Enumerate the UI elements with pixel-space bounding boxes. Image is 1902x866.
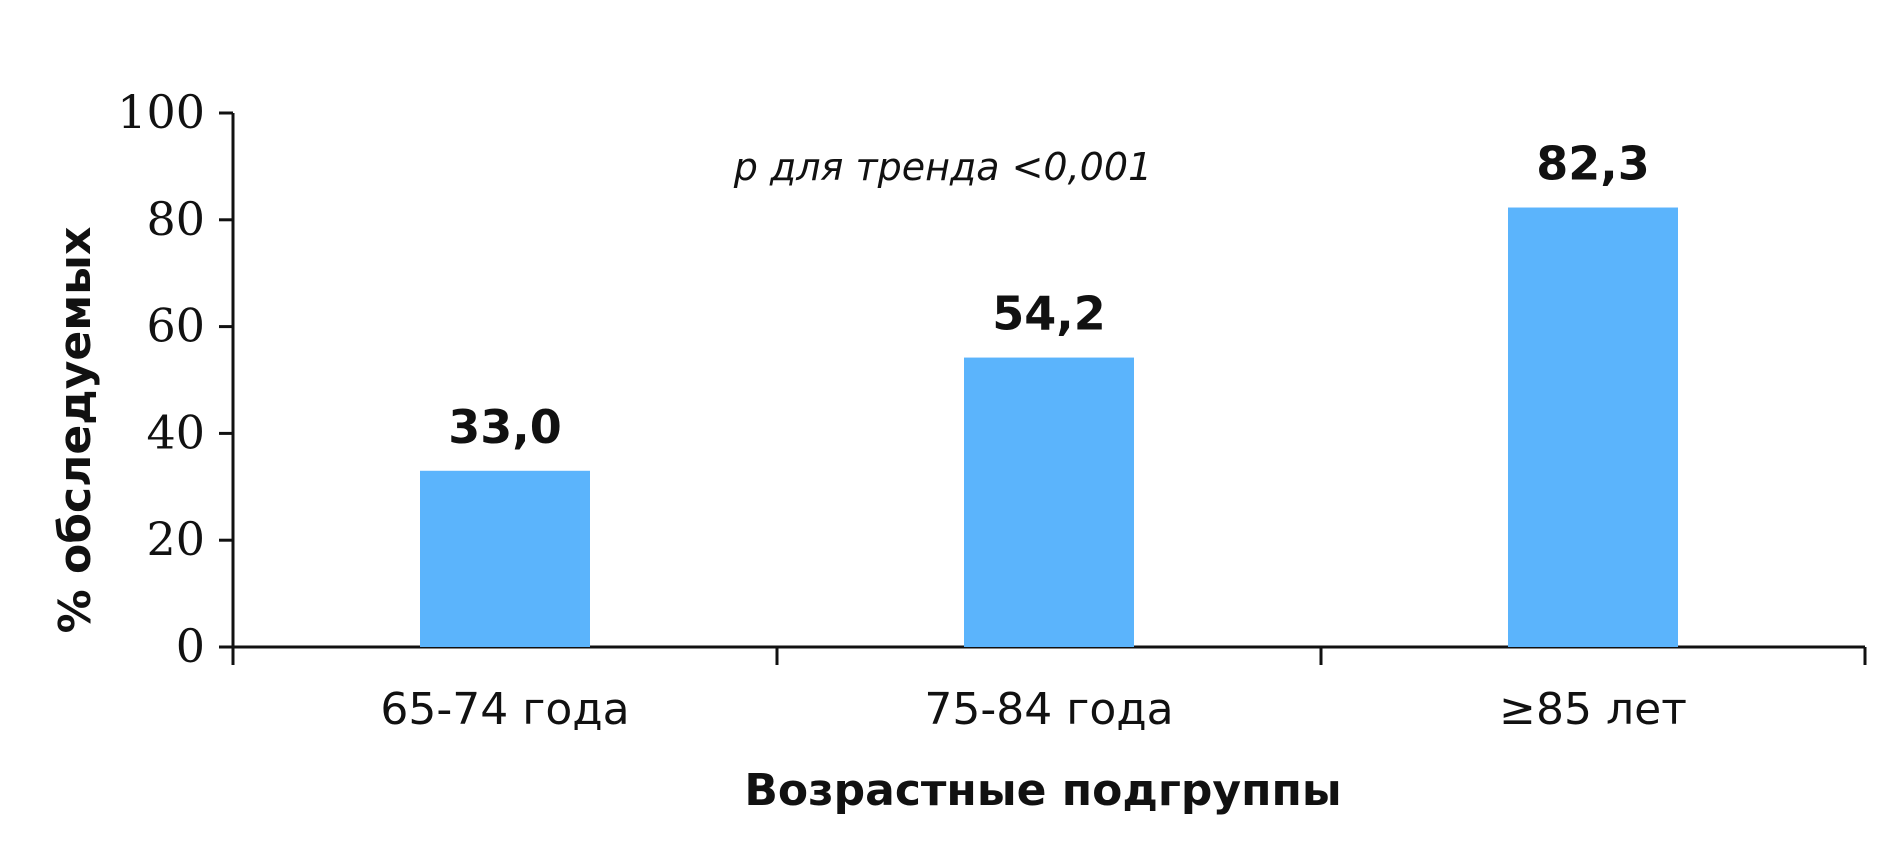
y-axis-title: % обследуемых — [50, 227, 101, 634]
data-label: 54,2 — [992, 287, 1106, 341]
y-tick-label: 100 — [117, 85, 205, 139]
x-tick-label: 65-74 года — [380, 684, 629, 735]
bar — [1508, 207, 1678, 647]
x-tick-label: 75-84 года — [924, 684, 1173, 735]
labels: 33,0 65-74 года 54,2 75-84 года 82,3 ≥85 лет — [380, 137, 1686, 735]
x-axis-title: Возрастные подгруппы — [744, 765, 1341, 816]
data-label: 82,3 — [1536, 137, 1650, 191]
trend-annotation: p для тренда <0,001 — [733, 145, 1152, 189]
bars — [420, 207, 1678, 647]
axes: 0 20 40 60 80 100 — [117, 85, 1867, 673]
y-tick-label: 0 — [176, 619, 205, 673]
bar — [420, 470, 590, 647]
y-tick-label: 60 — [146, 299, 205, 353]
y-tick-label: 40 — [146, 405, 205, 459]
bar — [964, 357, 1134, 647]
y-tick-label: 20 — [146, 512, 205, 566]
x-tick-label: ≥85 лет — [1499, 684, 1687, 735]
data-label: 33,0 — [448, 400, 562, 454]
y-tick-label: 80 — [146, 192, 205, 246]
